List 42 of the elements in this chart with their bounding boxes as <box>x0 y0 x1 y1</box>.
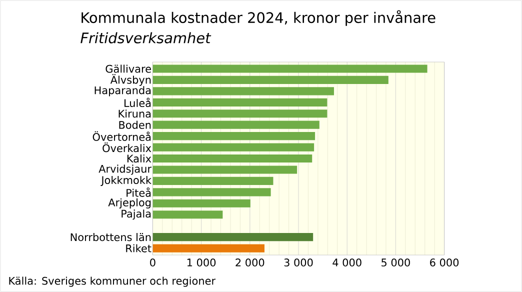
text: Källa: Sveriges kommuner och regioner <box>9 276 216 287</box>
bar <box>152 132 316 140</box>
x-tick-label: 4 000 <box>332 258 362 266</box>
bar <box>152 120 320 129</box>
bar <box>152 64 428 73</box>
bar <box>152 166 298 174</box>
bar <box>152 98 328 106</box>
y-tick-label: Luleå <box>124 98 151 108</box>
y-tick-label: Arjeplog <box>108 198 151 208</box>
y-tick-label: Älvsbyn <box>110 74 151 86</box>
y-tick-label: Norrbottens län <box>70 233 151 242</box>
bar <box>152 199 250 208</box>
bar <box>152 76 388 84</box>
x-tick-label: 2 000 <box>236 258 264 266</box>
bar <box>152 110 328 118</box>
y-tick-label: Pajala <box>122 210 151 220</box>
bar <box>152 188 271 196</box>
chart-title: Kommunala kostnader 2024, kronor per invånare <box>82 10 436 26</box>
bar <box>152 143 314 152</box>
bar <box>152 244 264 252</box>
y-tick-label: Haparanda <box>94 86 151 96</box>
y-tick-label: Jokkmokk <box>100 176 152 186</box>
bar <box>152 87 334 96</box>
y-tick-label: Kiruna <box>118 110 151 118</box>
bar <box>152 176 274 185</box>
y-tick-label: Arvidsjaur <box>98 164 152 175</box>
bar <box>152 154 312 163</box>
x-tick-label: 5 000 <box>382 258 410 266</box>
y-tick-label: Gällivare <box>106 64 151 73</box>
y-tick-label: Överkalix <box>102 142 152 152</box>
bar <box>152 210 223 219</box>
x-tick-label: 1 000 <box>187 258 216 266</box>
y-tick-label: Boden <box>119 120 151 129</box>
y-tick-label: Kalix <box>127 154 152 163</box>
y-tick-label: Piteå <box>126 188 151 197</box>
chart-subtitle: Fritidsverksamhet <box>80 32 212 44</box>
x-tick-label: 3 000 <box>284 258 313 266</box>
x-tick-label: 0 <box>150 258 156 266</box>
y-tick-label: Riket <box>126 244 152 252</box>
y-tick-label: Övertorneå <box>92 131 151 141</box>
bar <box>152 233 314 242</box>
x-tick-label: 6 000 <box>430 258 459 266</box>
